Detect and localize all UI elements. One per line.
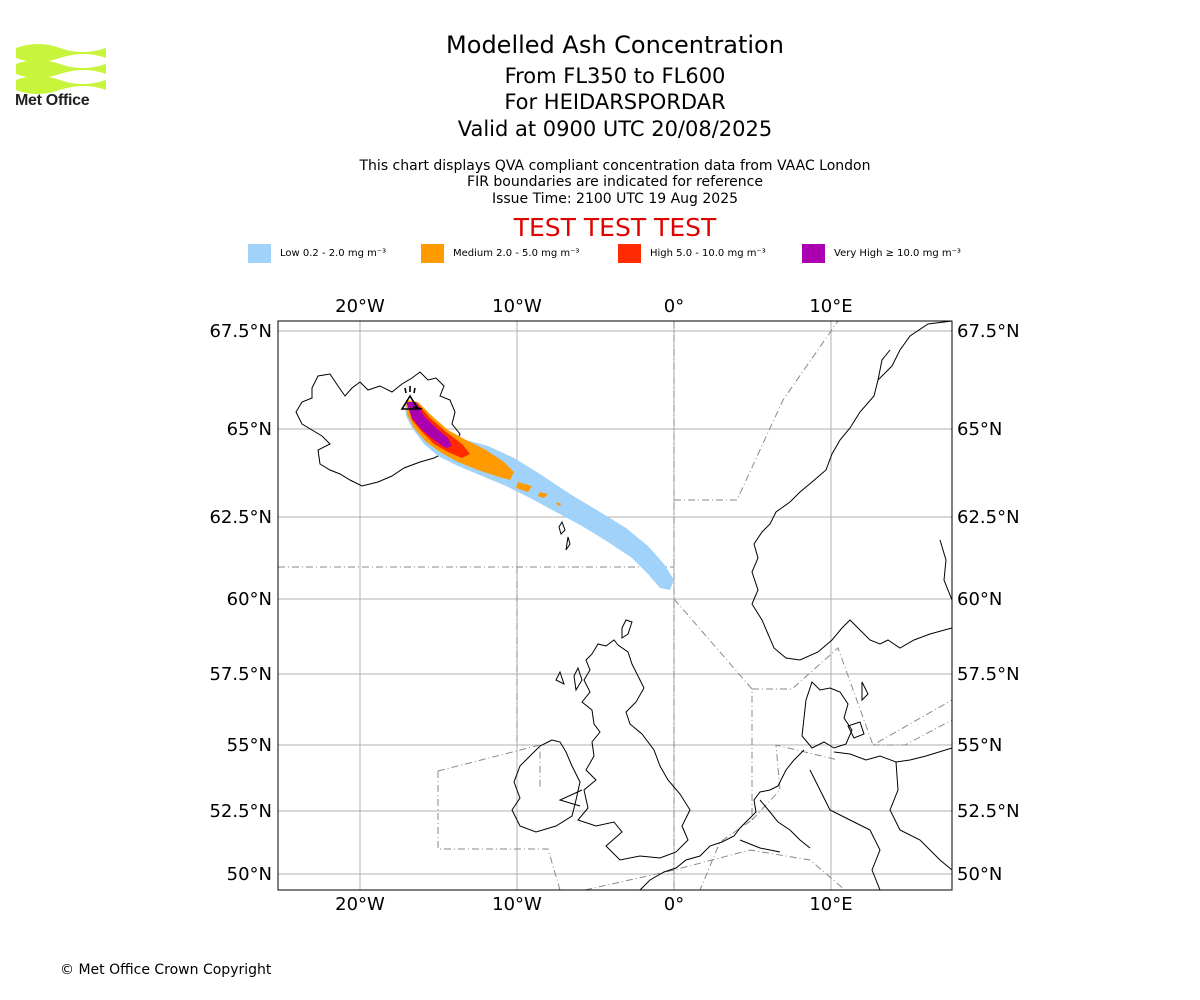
legend-swatch-low [248,244,271,263]
lat-label-52-5-left: 52.5°N [209,801,272,822]
copyright-notice: © Met Office Crown Copyright [60,962,272,978]
chart-title: Modelled Ash Concentration [446,31,784,59]
map-body [278,321,952,890]
legend-item-low: Low 0.2 - 2.0 mg m⁻³ [248,244,386,263]
lat-label-67-5-right: 67.5°N [957,321,1020,342]
lon-label-10e-top: 10°E [809,296,852,317]
legend-item-high: High 5.0 - 10.0 mg m⁻³ [618,244,766,263]
plume-very-high [406,402,452,448]
lat-label-50-right: 50°N [957,864,1002,885]
lat-label-60-right: 60°N [957,589,1002,610]
graticule [278,321,952,890]
lat-label-50-left: 50°N [227,864,272,885]
ireland-coast [511,739,581,833]
met-office-logo-icon [16,44,106,94]
lat-labels-right: 67.5°N 65°N 62.5°N 60°N 57.5°N 55°N 52.5… [957,321,1020,885]
lon-label-0-bottom: 0° [664,894,684,915]
lat-label-55-right: 55°N [957,735,1002,756]
lat-label-52-5-right: 52.5°N [957,801,1020,822]
lat-label-60-left: 60°N [227,589,272,610]
legend-swatch-very-high [802,244,825,263]
flight-level-range: From FL350 to FL600 [504,64,726,88]
issue-time: Issue Time: 2100 UTC 19 Aug 2025 [491,191,739,207]
lon-label-10w-bottom: 10°W [492,894,542,915]
fir-boundaries [278,321,952,890]
lat-labels-left: 67.5°N 65°N 62.5°N 60°N 57.5°N 55°N 52.5… [209,321,272,885]
lon-labels-bottom: 20°W 10°W 0° 10°E [335,894,852,915]
lon-label-10e-bottom: 10°E [809,894,852,915]
legend-label-high: High 5.0 - 10.0 mg m⁻³ [650,248,766,259]
lat-label-65-right: 65°N [957,419,1002,440]
legend-label-low: Low 0.2 - 2.0 mg m⁻³ [280,248,387,259]
lat-label-55-left: 55°N [227,735,272,756]
lat-label-65-left: 65°N [227,419,272,440]
map-frame [277,320,953,891]
lat-label-62-5-left: 62.5°N [209,507,272,528]
test-banner: TEST TEST TEST [513,213,717,242]
lon-label-10w-top: 10°W [492,296,542,317]
logo-text: Met Office [15,92,90,109]
legend-swatch-high [618,244,641,263]
legend-label-medium: Medium 2.0 - 5.0 mg m⁻³ [453,248,580,259]
denmark-coast [801,681,853,749]
lat-label-57-5-left: 57.5°N [209,664,272,685]
volcano-name: For HEIDARSPORDAR [504,90,726,114]
qva-note: This chart displays QVA compliant concen… [359,158,871,174]
norway-coast [751,321,952,661]
plume-medium [406,400,514,480]
lat-label-67-5-left: 67.5°N [209,321,272,342]
great-britain-coast [577,639,691,861]
lon-labels-top: 20°W 10°W 0° 10°E [335,296,852,317]
lat-label-57-5-right: 57.5°N [957,664,1020,685]
lon-label-20w-bottom: 20°W [335,894,385,915]
coastlines [295,321,952,890]
valid-time: Valid at 0900 UTC 20/08/2025 [457,117,773,141]
volcano-icon [400,386,423,410]
legend-label-very-high: Very High ≥ 10.0 mg m⁻³ [834,248,961,259]
fir-note: FIR boundaries are indicated for referen… [467,174,763,190]
legend-swatch-medium [421,244,444,263]
legend-item-very-high: Very High ≥ 10.0 mg m⁻³ [802,244,961,263]
legend-item-medium: Medium 2.0 - 5.0 mg m⁻³ [421,244,579,263]
lon-label-20w-top: 20°W [335,296,385,317]
ash-plume [405,400,674,590]
lon-label-0-top: 0° [664,296,684,317]
continental-coast [639,749,805,890]
lat-label-62-5-right: 62.5°N [957,507,1020,528]
